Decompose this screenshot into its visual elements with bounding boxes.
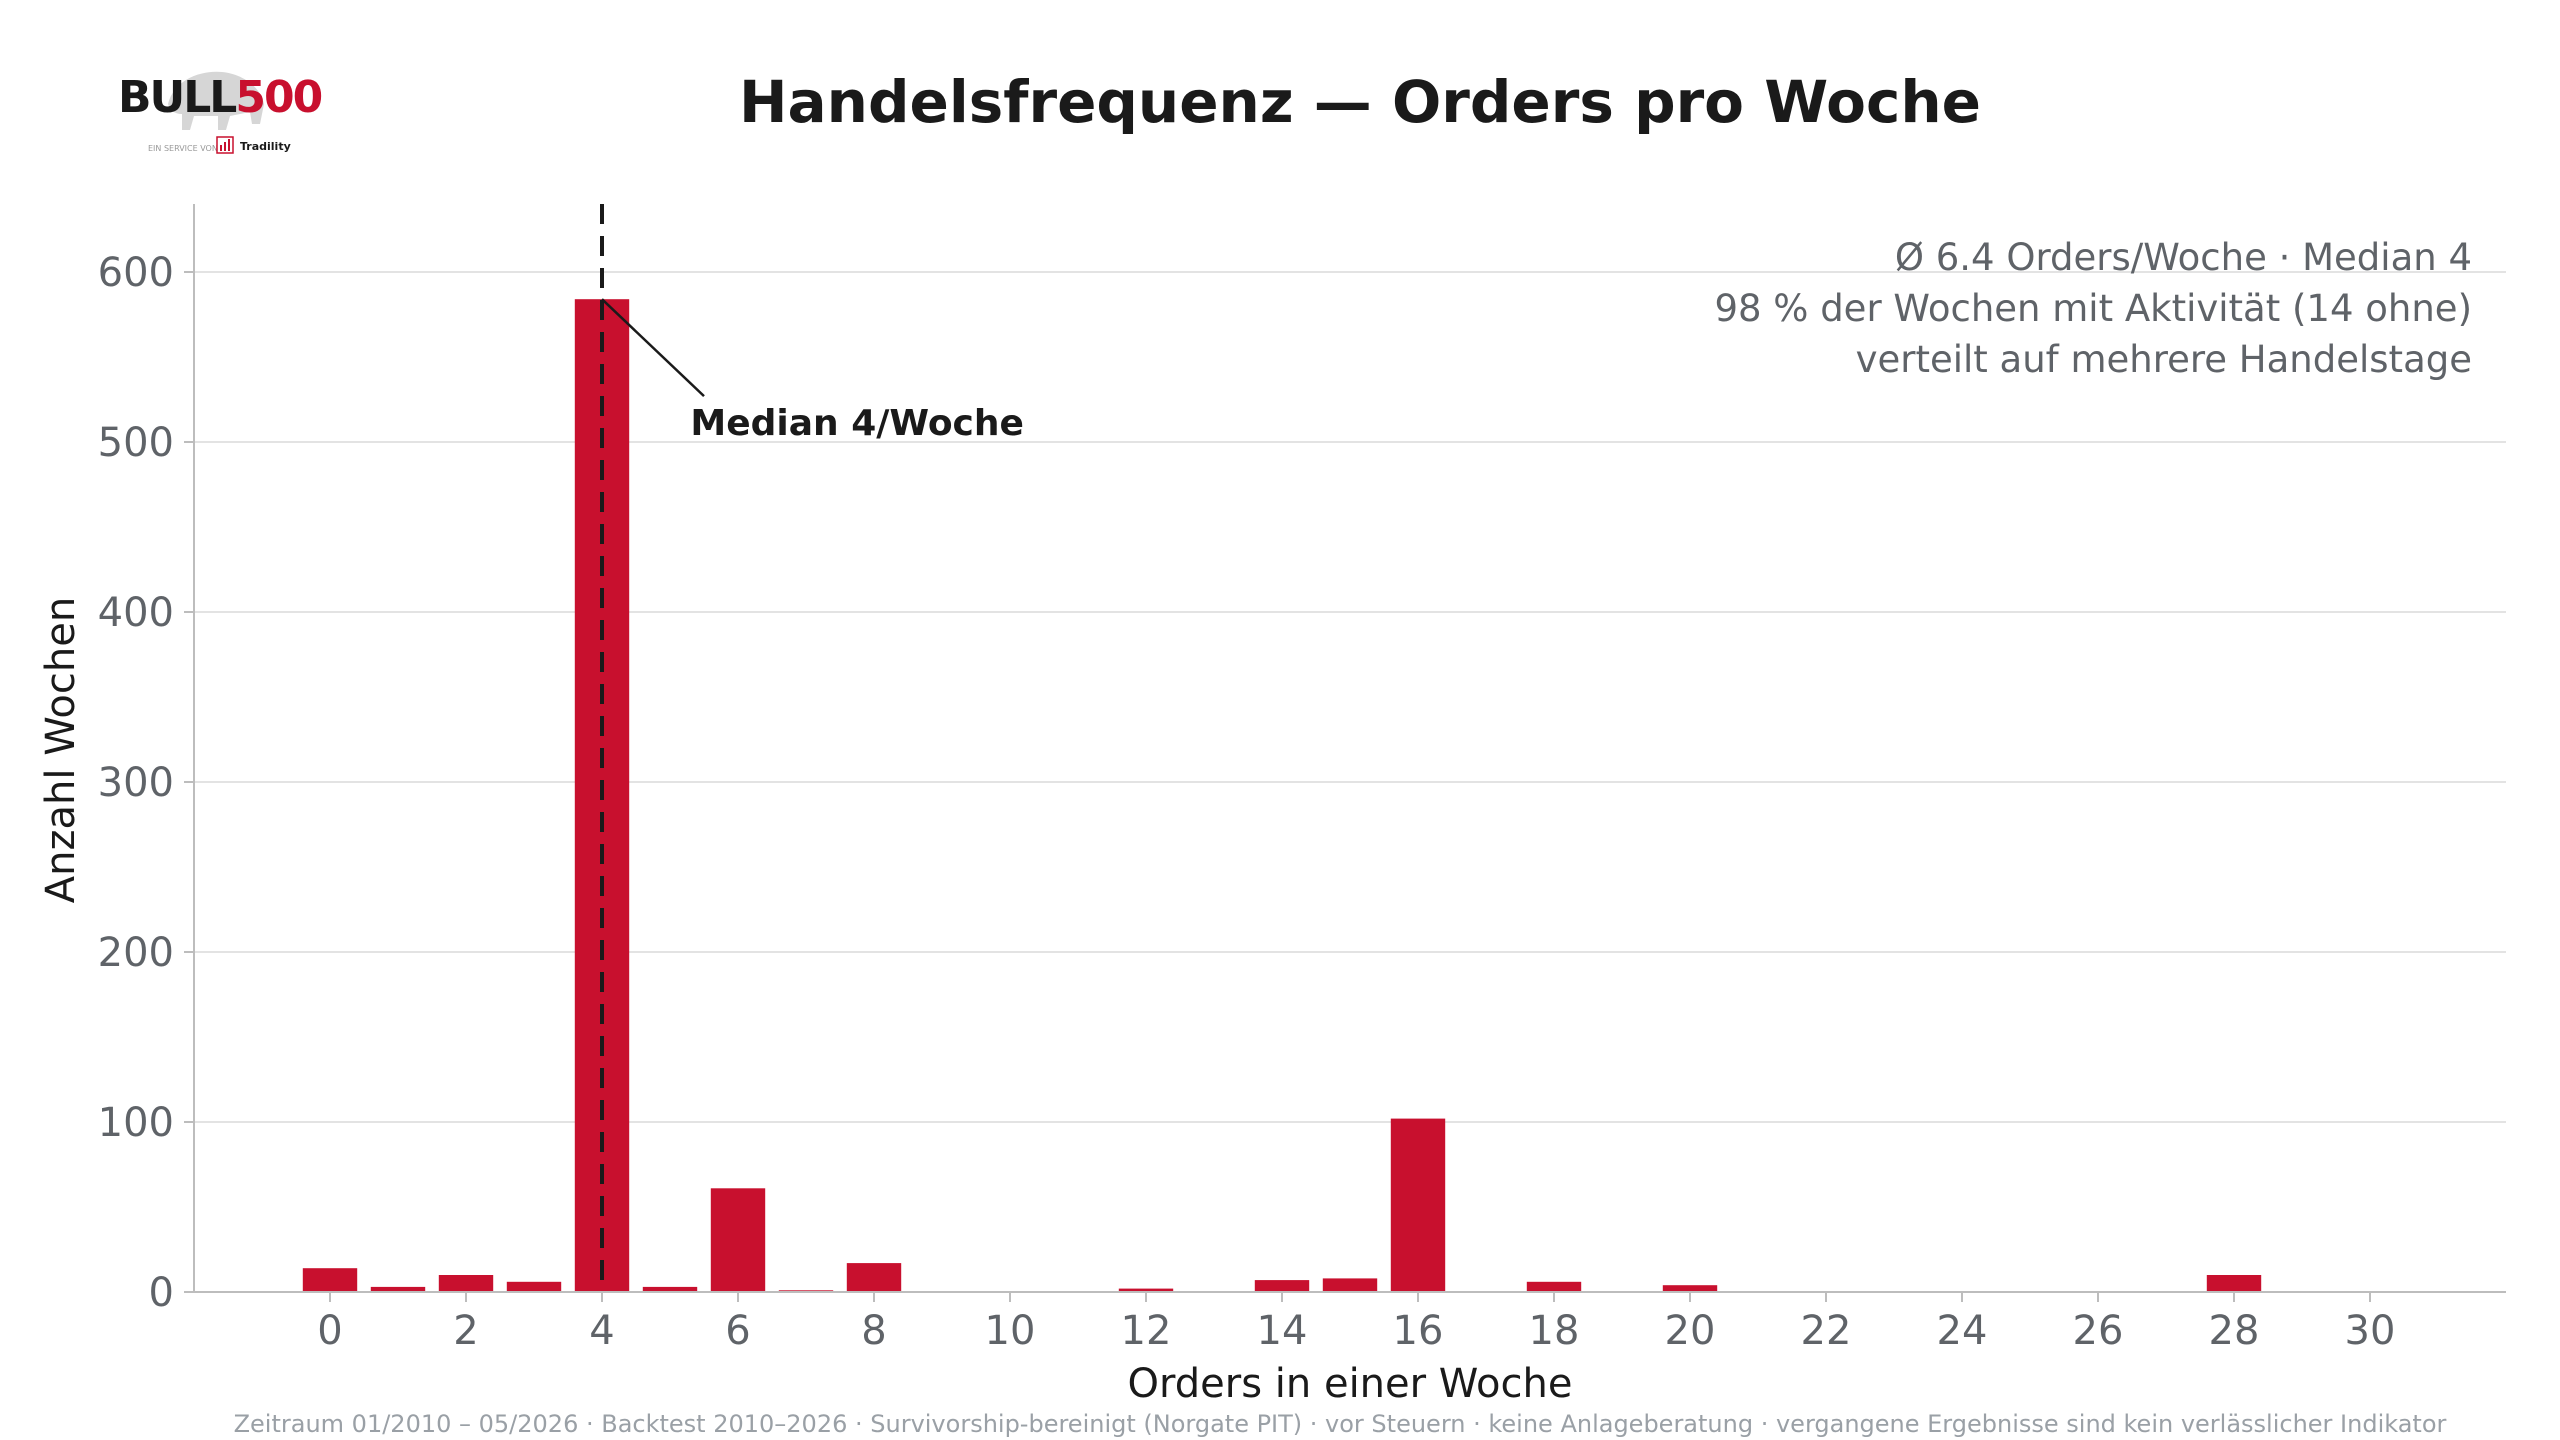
x-tick-label: 16 [1393, 1308, 1444, 1354]
x-tick-label: 10 [985, 1308, 1036, 1354]
brand-wordmark: BULL500 [118, 72, 323, 123]
y-tick-label: 500 [98, 420, 174, 466]
x-tick-label: 26 [2073, 1308, 2124, 1354]
y-tick-label: 200 [98, 930, 174, 976]
x-tick-label: 14 [1257, 1308, 1308, 1354]
annotation-arrow [601, 298, 705, 398]
y-axis-label: Anzahl Wochen [38, 597, 84, 903]
x-tick-label: 22 [1801, 1308, 1852, 1354]
x-tick-label: 28 [2209, 1308, 2260, 1354]
brand-tagline: EIN SERVICE VON [148, 144, 218, 153]
x-tick-label: 4 [589, 1308, 614, 1354]
x-tick-label: 12 [1121, 1308, 1172, 1354]
y-tick-label: 600 [98, 250, 174, 296]
median-annotation: Median 4/Woche [690, 403, 1024, 444]
bar [2206, 1275, 2262, 1292]
stats-line-3: verteilt auf mehrere Handelstage [1856, 338, 2472, 381]
footer-note: Zeitraum 01/2010 – 05/2026 · Backtest 20… [234, 1410, 2447, 1438]
bar [1390, 1118, 1446, 1292]
partner-name: Tradility [240, 140, 291, 153]
x-tick-label: 0 [317, 1308, 342, 1354]
bar [1322, 1278, 1378, 1292]
x-ticks: 0 2 4 6 8 10 12 14 16 18 20 22 24 26 28 30 [317, 1292, 2395, 1354]
x-tick-label: 20 [1665, 1308, 1716, 1354]
bar [1254, 1280, 1310, 1292]
bison-icon [168, 71, 264, 130]
y-ticks: 0 100 200 300 400 500 600 [98, 250, 194, 1316]
bar [1118, 1288, 1174, 1292]
bar [1526, 1281, 1582, 1292]
x-tick-label: 24 [1937, 1308, 1988, 1354]
bars [302, 299, 2262, 1292]
x-axis-label: Orders in einer Woche [1128, 1361, 1573, 1407]
y-tick-label: 300 [98, 760, 174, 806]
bar [370, 1286, 426, 1292]
x-tick-label: 2 [453, 1308, 478, 1354]
x-tick-label: 8 [861, 1308, 886, 1354]
x-tick-label: 18 [1529, 1308, 1580, 1354]
bar [506, 1281, 562, 1292]
brand-name-part: BULL [118, 72, 237, 123]
bar [642, 1286, 698, 1292]
stats-line-1: Ø 6.4 Orders/Woche · Median 4 [1895, 236, 2472, 279]
brand-logo: BULL500 EIN SERVICE VON Tradility [112, 62, 342, 162]
bar [302, 1268, 358, 1292]
stats-line-2: 98 % der Wochen mit Aktivität (14 ohne) [1714, 287, 2472, 330]
bar [846, 1263, 902, 1292]
bar [438, 1275, 494, 1292]
y-tick-label: 400 [98, 590, 174, 636]
y-tick-label: 100 [98, 1100, 174, 1146]
bar [710, 1188, 766, 1292]
grid-lines [194, 271, 2506, 1123]
chart-title: Handelsfrequenz — Orders pro Woche [739, 68, 1981, 136]
brand-number-part: 500 [235, 72, 323, 123]
x-tick-label: 6 [725, 1308, 750, 1354]
bar [1662, 1285, 1718, 1292]
tradility-icon [216, 136, 234, 154]
x-tick-label: 30 [2345, 1308, 2396, 1354]
y-tick-label: 0 [149, 1270, 174, 1316]
